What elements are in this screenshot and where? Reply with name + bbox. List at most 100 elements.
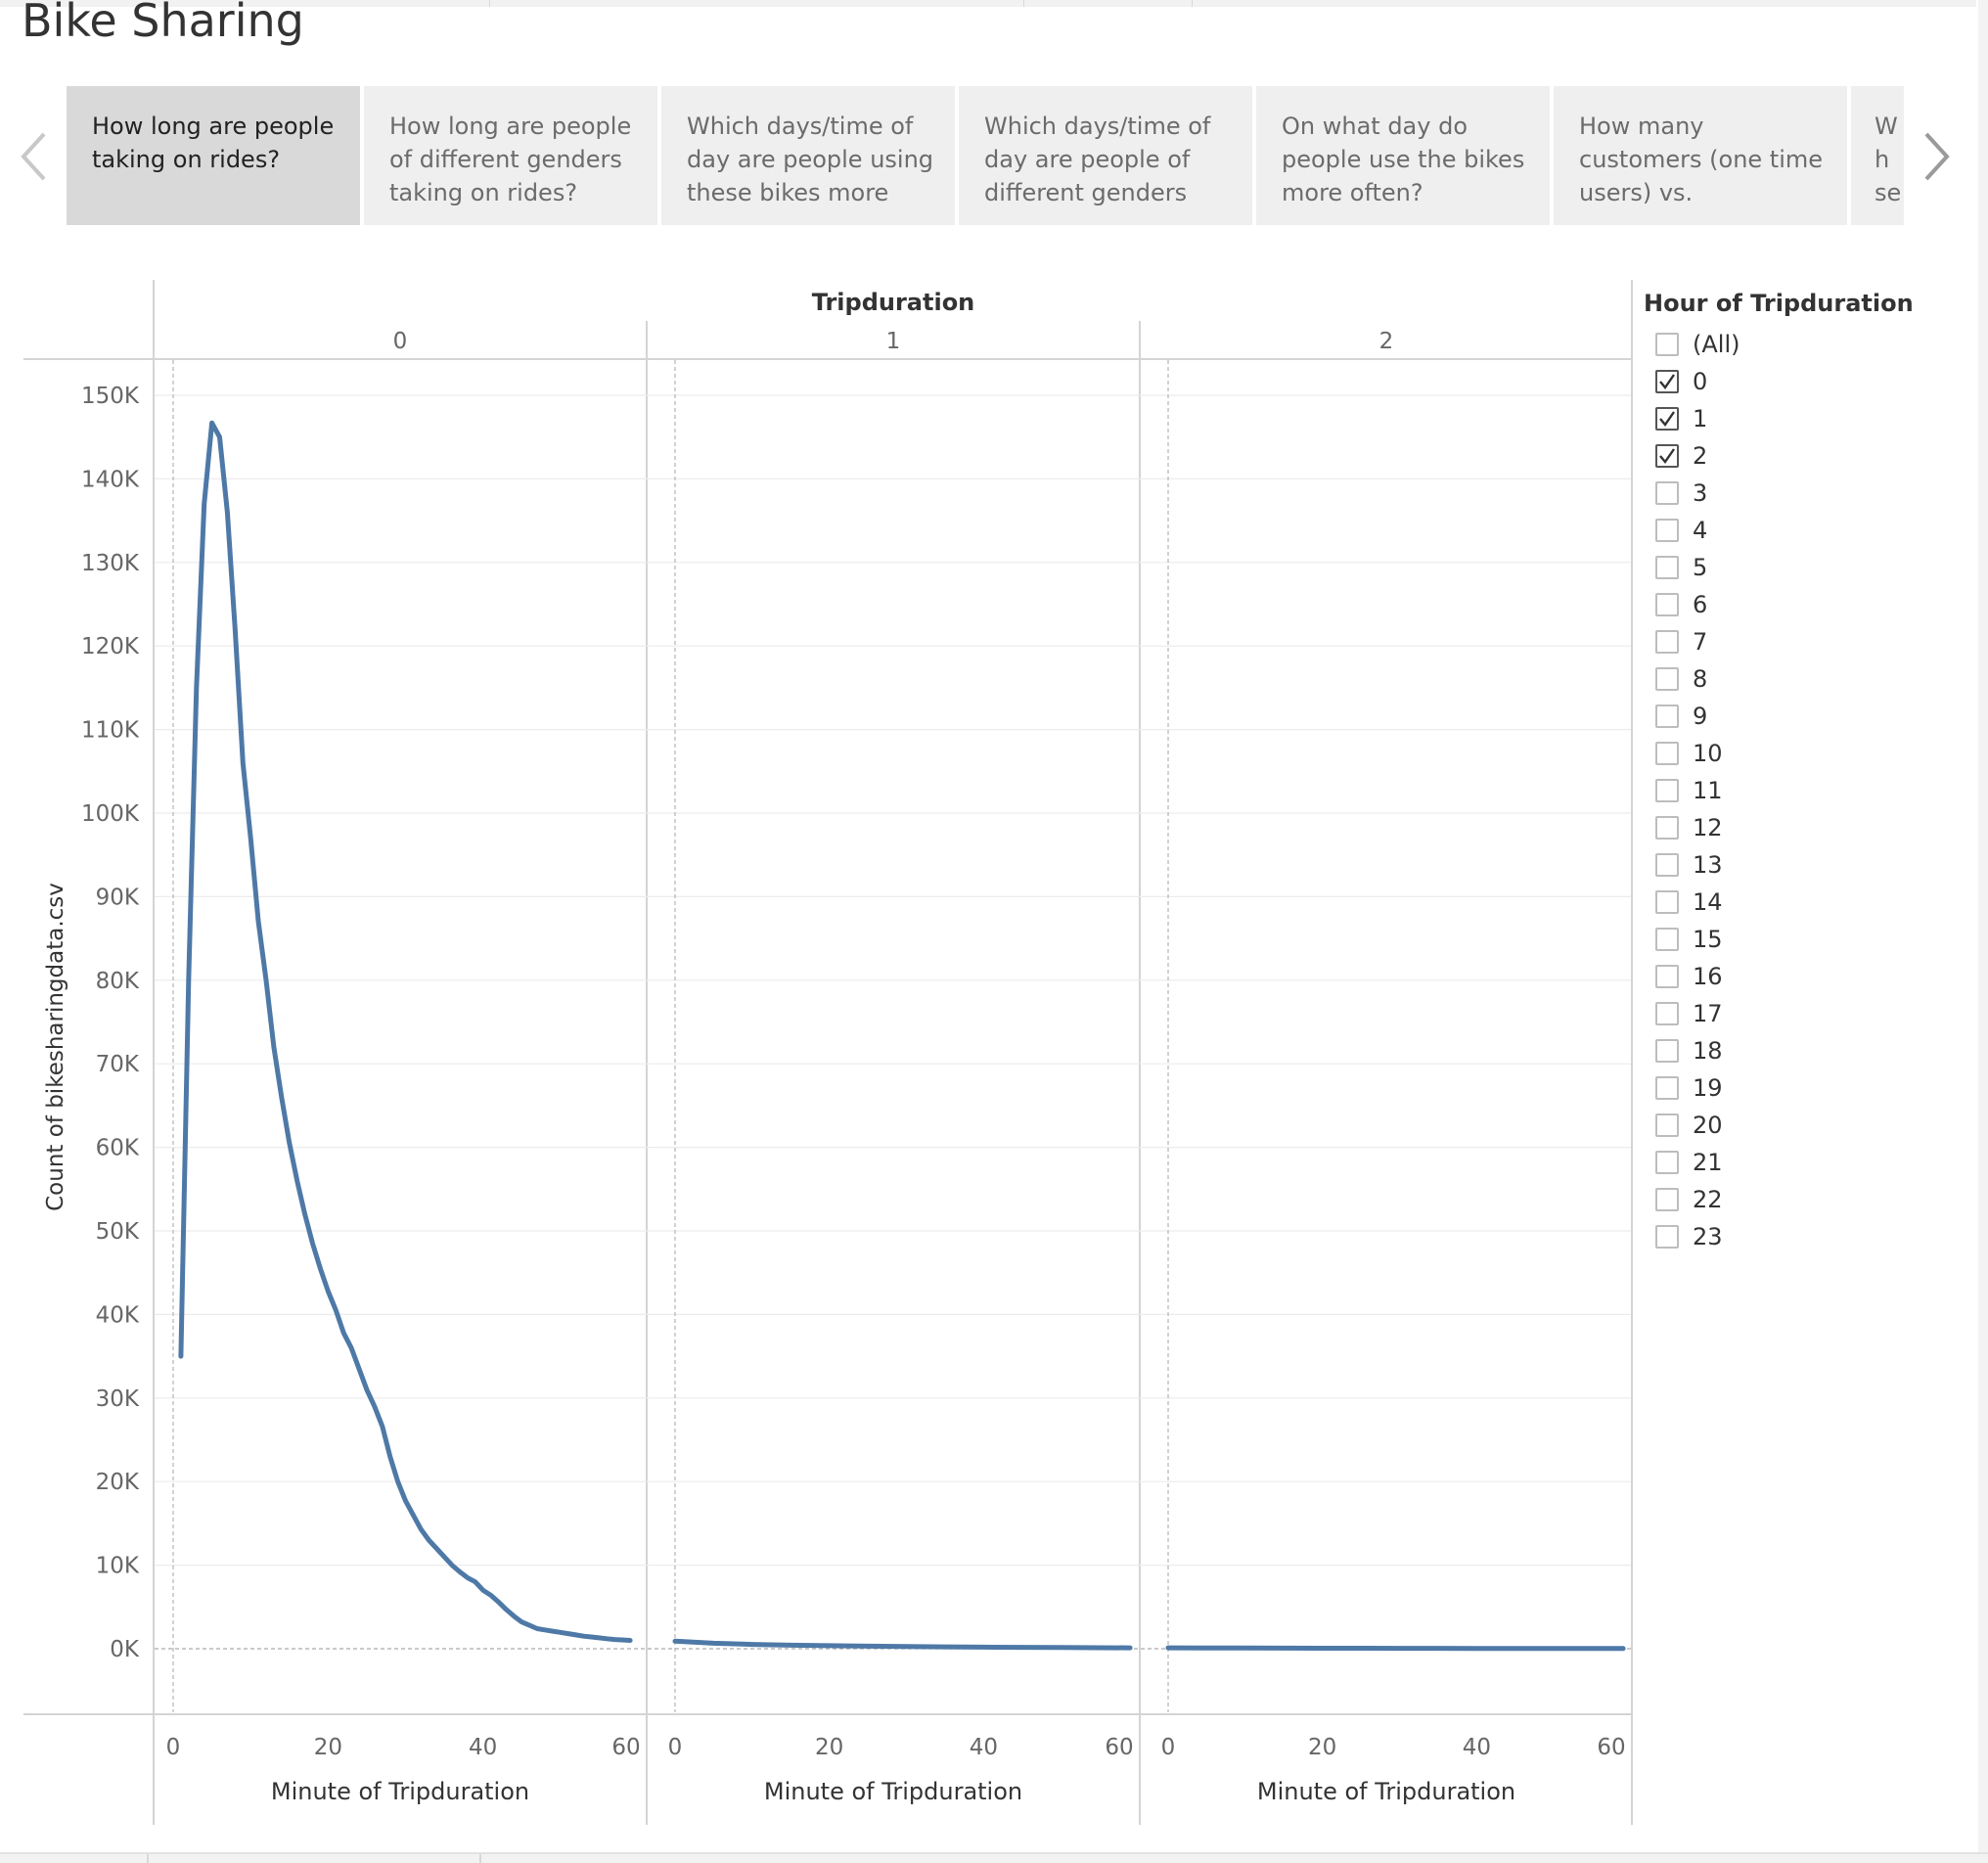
filter-option-14[interactable]: 14 bbox=[1655, 886, 1812, 919]
filter-checkbox[interactable] bbox=[1655, 1188, 1679, 1211]
filter-checkbox[interactable] bbox=[1655, 965, 1679, 988]
filter-option-label: 19 bbox=[1693, 1074, 1723, 1102]
filter-option-17[interactable]: 17 bbox=[1655, 997, 1812, 1030]
panel-label: 0 bbox=[393, 329, 408, 354]
story-tab-5[interactable]: On what day do people use the bikes more… bbox=[1256, 86, 1550, 225]
filter-option-13[interactable]: 13 bbox=[1655, 848, 1812, 882]
filter-checkbox[interactable] bbox=[1655, 1225, 1679, 1249]
filter-checkbox[interactable] bbox=[1655, 333, 1679, 356]
story-tab-3[interactable]: Which days/time of day are people using … bbox=[661, 86, 955, 225]
filter-checkbox[interactable] bbox=[1655, 779, 1679, 802]
checkmark-icon bbox=[1659, 448, 1675, 464]
series-line-panel-1[interactable] bbox=[672, 1638, 1133, 1651]
filter-checkbox[interactable] bbox=[1655, 519, 1679, 542]
filter-checkbox[interactable] bbox=[1655, 816, 1679, 840]
filter-checkbox[interactable] bbox=[1655, 370, 1679, 393]
filter-option-label: 18 bbox=[1693, 1037, 1723, 1065]
filter-option-20[interactable]: 20 bbox=[1655, 1109, 1812, 1142]
filter-option-9[interactable]: 9 bbox=[1655, 700, 1812, 733]
filter-option-18[interactable]: 18 bbox=[1655, 1034, 1812, 1068]
filter-option-label: 10 bbox=[1693, 740, 1723, 767]
x-tick-label: 40 bbox=[970, 1735, 998, 1760]
y-tick-label: 100K bbox=[81, 801, 140, 827]
filter-checkbox[interactable] bbox=[1655, 742, 1679, 765]
x-tick-label: 20 bbox=[815, 1735, 843, 1760]
filter-option-label: 0 bbox=[1693, 368, 1708, 395]
filter-checkbox[interactable] bbox=[1655, 444, 1679, 468]
x-tick-label: 0 bbox=[1161, 1735, 1176, 1760]
filter-checkbox[interactable] bbox=[1655, 481, 1679, 505]
filter-option-label: 15 bbox=[1693, 926, 1723, 953]
dashboard-title: Bike Sharing bbox=[22, 0, 304, 47]
x-tick-label: 60 bbox=[611, 1735, 640, 1760]
filter-option-label: 7 bbox=[1693, 628, 1708, 656]
filter-checkbox[interactable] bbox=[1655, 1039, 1679, 1063]
filter-option-all[interactable]: (All) bbox=[1655, 328, 1812, 361]
filter-option-2[interactable]: 2 bbox=[1655, 439, 1812, 473]
x-tick-label: 60 bbox=[1597, 1735, 1625, 1760]
y-tick-label: 110K bbox=[81, 718, 140, 744]
story-tab-4[interactable]: Which days/time of day are people of dif… bbox=[959, 86, 1252, 225]
filter-option-11[interactable]: 11 bbox=[1655, 774, 1812, 807]
filter-option-21[interactable]: 21 bbox=[1655, 1146, 1812, 1179]
top-toolbar-strip bbox=[0, 0, 1976, 7]
x-axis-label: Minute of Tripduration bbox=[271, 1778, 529, 1805]
filter-checkbox[interactable] bbox=[1655, 890, 1679, 914]
filter-option-23[interactable]: 23 bbox=[1655, 1220, 1812, 1253]
story-tab-6[interactable]: How many customers (one time users) vs. … bbox=[1554, 86, 1847, 225]
filter-option-8[interactable]: 8 bbox=[1655, 662, 1812, 696]
filter-option-label: 5 bbox=[1693, 554, 1708, 581]
filter-option-0[interactable]: 0 bbox=[1655, 365, 1812, 398]
story-tab-2[interactable]: How long are people of different genders… bbox=[364, 86, 657, 225]
filter-option-5[interactable]: 5 bbox=[1655, 551, 1812, 584]
filter-checkbox[interactable] bbox=[1655, 853, 1679, 877]
filter-option-22[interactable]: 22 bbox=[1655, 1183, 1812, 1216]
filter-option-label: 12 bbox=[1693, 814, 1723, 841]
filter-checkbox[interactable] bbox=[1655, 556, 1679, 579]
column-header-title: Tripduration bbox=[812, 289, 975, 316]
filter-checkbox[interactable] bbox=[1655, 704, 1679, 728]
y-tick-label: 40K bbox=[96, 1302, 140, 1328]
filter-checkbox[interactable] bbox=[1655, 1076, 1679, 1100]
x-tick-label: 0 bbox=[166, 1735, 181, 1760]
previous-story-button[interactable] bbox=[12, 125, 55, 188]
x-tick-label: 60 bbox=[1105, 1735, 1133, 1760]
filter-option-label: 17 bbox=[1693, 1000, 1723, 1027]
filter-option-6[interactable]: 6 bbox=[1655, 588, 1812, 621]
filter-option-label: 4 bbox=[1693, 517, 1708, 544]
filter-option-4[interactable]: 4 bbox=[1655, 514, 1812, 547]
filter-checkbox[interactable] bbox=[1655, 407, 1679, 431]
x-tick-label: 20 bbox=[314, 1735, 342, 1760]
checkmark-icon bbox=[1659, 411, 1675, 427]
checkmark-icon bbox=[1659, 374, 1675, 389]
filter-checkbox[interactable] bbox=[1655, 1113, 1679, 1137]
filter-option-16[interactable]: 16 bbox=[1655, 960, 1812, 993]
filter-checkbox[interactable] bbox=[1655, 593, 1679, 616]
series-line-panel-2[interactable] bbox=[1165, 1645, 1626, 1652]
filter-option-label: 1 bbox=[1693, 405, 1708, 432]
filter-checkbox[interactable] bbox=[1655, 1002, 1679, 1025]
filter-option-15[interactable]: 15 bbox=[1655, 923, 1812, 956]
story-tab-1[interactable]: How long are people taking on rides? bbox=[67, 86, 360, 225]
filter-option-12[interactable]: 12 bbox=[1655, 811, 1812, 844]
story-tab-7[interactable]: Wh se ge bbox=[1851, 86, 1904, 225]
filter-option-19[interactable]: 19 bbox=[1655, 1071, 1812, 1105]
next-story-button[interactable] bbox=[1916, 125, 1959, 188]
story-tab-label: Which days/time of day are people of dif… bbox=[984, 113, 1211, 206]
filter-option-3[interactable]: 3 bbox=[1655, 477, 1812, 510]
filter-option-label: 16 bbox=[1693, 963, 1723, 990]
filter-option-label: 3 bbox=[1693, 479, 1708, 507]
filter-checkbox[interactable] bbox=[1655, 667, 1679, 691]
series-line-panel-0[interactable] bbox=[178, 420, 633, 1643]
filter-checkbox[interactable] bbox=[1655, 630, 1679, 654]
filter-checkbox[interactable] bbox=[1655, 928, 1679, 951]
y-tick-label: 70K bbox=[96, 1052, 140, 1077]
filter-option-7[interactable]: 7 bbox=[1655, 625, 1812, 659]
y-tick-label: 90K bbox=[96, 885, 140, 910]
chevron-left-icon bbox=[21, 132, 46, 181]
y-tick-label: 140K bbox=[81, 467, 140, 492]
filter-option-10[interactable]: 10 bbox=[1655, 737, 1812, 770]
filter-checkbox[interactable] bbox=[1655, 1151, 1679, 1174]
filter-option-1[interactable]: 1 bbox=[1655, 402, 1812, 435]
trip-duration-line-chart: Tripduration 0 1 2 Count of bikesharingd… bbox=[23, 280, 1633, 1825]
